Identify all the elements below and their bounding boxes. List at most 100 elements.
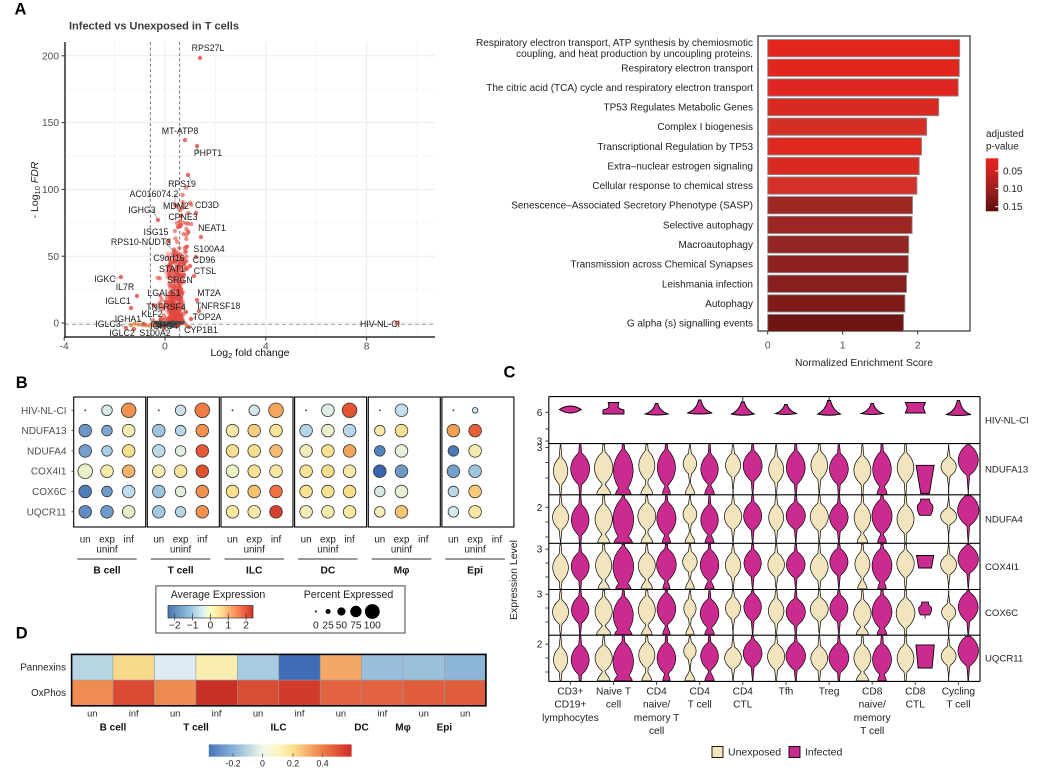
svg-text:B cell: B cell (93, 566, 120, 577)
svg-text:6: 6 (537, 408, 543, 419)
svg-text:A: A (15, 1, 27, 19)
svg-text:IGHA1: IGHA1 (115, 314, 142, 324)
svg-text:NDUFA4: NDUFA4 (985, 514, 1024, 525)
svg-text:CD4: CD4 (646, 687, 667, 698)
svg-text:CYP1B1: CYP1B1 (184, 325, 218, 335)
svg-text:Respiratory electron transport: Respiratory electron transport, ATP synt… (476, 38, 753, 49)
svg-text:HIV-NL-CI: HIV-NL-CI (360, 319, 400, 329)
svg-text:COX4I1: COX4I1 (31, 467, 67, 478)
svg-text:75: 75 (350, 621, 362, 632)
svg-text:T cell: T cell (860, 726, 884, 737)
svg-text:200: 200 (42, 51, 59, 62)
svg-text:8: 8 (364, 342, 370, 353)
svg-text:IGHG4: IGHG4 (150, 321, 177, 331)
svg-text:NDUFA13: NDUFA13 (985, 465, 1028, 476)
svg-text:1: 1 (225, 621, 231, 632)
svg-text:NDUFA4: NDUFA4 (27, 446, 67, 457)
svg-text:Tfh: Tfh (779, 687, 794, 698)
svg-text:−1: −1 (187, 621, 199, 632)
svg-text:IL7R: IL7R (116, 282, 135, 292)
svg-text:T cell: T cell (183, 723, 209, 734)
svg-text:CD8: CD8 (862, 687, 883, 698)
svg-text:un: un (374, 535, 385, 546)
svg-text:naive/: naive/ (643, 700, 670, 711)
svg-text:exp: exp (394, 535, 410, 546)
svg-text:NDUFA13: NDUFA13 (21, 426, 66, 437)
svg-text:2: 2 (243, 621, 249, 632)
svg-text:inf: inf (344, 535, 355, 546)
svg-text:Mφ: Mφ (395, 723, 410, 734)
svg-text:CPNE3: CPNE3 (168, 212, 197, 222)
svg-text:0: 0 (208, 621, 214, 632)
svg-text:uninf: uninf (317, 545, 339, 556)
svg-text:uninf: uninf (96, 545, 118, 556)
svg-text:HIV-NL-CI: HIV-NL-CI (985, 416, 1029, 427)
svg-text:0.10: 0.10 (1003, 184, 1023, 195)
svg-text:Cellular response to chemical: Cellular response to chemical stress (592, 181, 753, 192)
svg-text:CD8: CD8 (905, 687, 926, 698)
svg-text:IGLC2: IGLC2 (109, 328, 135, 338)
svg-text:uninf: uninf (464, 545, 486, 556)
svg-text:TNFRSF18: TNFRSF18 (196, 301, 241, 311)
svg-text:TOP2A: TOP2A (193, 312, 222, 322)
svg-text:IGLC1: IGLC1 (105, 296, 131, 306)
svg-text:un: un (227, 535, 238, 546)
svg-text:UQCR11: UQCR11 (27, 507, 67, 518)
svg-text:RPS10-NUDT3: RPS10-NUDT3 (111, 237, 171, 247)
svg-text:exp: exp (99, 535, 115, 546)
svg-text:Normalized Enrichment Score: Normalized Enrichment Score (795, 358, 933, 369)
svg-text:ILC: ILC (246, 566, 263, 577)
svg-text:MT-ATP8: MT-ATP8 (162, 126, 199, 136)
svg-text:RPS19: RPS19 (168, 179, 196, 189)
svg-text:Unexposed: Unexposed (728, 747, 781, 759)
svg-text:CD19+: CD19+ (554, 700, 586, 711)
svg-text:−2: −2 (169, 621, 181, 632)
svg-text:Cycling: Cycling (942, 687, 976, 698)
svg-text:0: 0 (765, 341, 771, 352)
svg-text:uninf: uninf (244, 545, 266, 556)
svg-text:Respiratory electron transport: Respiratory electron transport (621, 63, 753, 74)
svg-text:Expression Level: Expression Level (508, 540, 520, 620)
svg-text:Complex I biogenesis: Complex I biogenesis (657, 122, 753, 133)
svg-text:0: 0 (162, 342, 168, 353)
svg-text:un: un (448, 535, 459, 546)
svg-text:un: un (336, 709, 346, 719)
svg-text:2: 2 (915, 341, 921, 352)
svg-text:Epi: Epi (467, 566, 483, 577)
svg-text:0: 0 (53, 319, 59, 330)
svg-text:IGHG3: IGHG3 (128, 205, 155, 215)
svg-text:50: 50 (336, 621, 348, 632)
svg-text:3: 3 (537, 590, 543, 601)
svg-text:STAT1: STAT1 (159, 264, 185, 274)
svg-text:p-value: p-value (986, 142, 1019, 153)
svg-text:inf: inf (129, 709, 139, 719)
svg-text:-0.2: -0.2 (225, 759, 240, 768)
svg-text:D: D (16, 625, 28, 643)
svg-text:lymphocytes: lymphocytes (542, 713, 599, 724)
svg-text:uninf: uninf (391, 545, 413, 556)
svg-text:25: 25 (322, 621, 334, 632)
svg-text:TP53 Regulates Metabolic Genes: TP53 Regulates Metabolic Genes (603, 103, 753, 114)
svg-text:ISG15: ISG15 (144, 227, 169, 237)
svg-text:uninf: uninf (170, 545, 192, 556)
svg-text:PHPT1: PHPT1 (194, 148, 222, 158)
svg-text:DC: DC (321, 566, 336, 577)
svg-text:-4: -4 (60, 342, 69, 353)
svg-text:S100A2: S100A2 (139, 328, 170, 338)
svg-text:- Log10 FDR: - Log10 FDR (29, 161, 42, 218)
svg-text:cell: cell (649, 726, 664, 737)
svg-text:CTL: CTL (733, 700, 753, 711)
svg-text:adjusted: adjusted (986, 129, 1024, 140)
svg-text:un: un (301, 535, 312, 546)
svg-text:LGALS1: LGALS1 (147, 288, 180, 298)
svg-text:C9orf16: C9orf16 (153, 253, 184, 263)
svg-text:Macroautophagy: Macroautophagy (679, 240, 754, 251)
svg-text:inf: inf (124, 535, 135, 546)
svg-text:Infected vs Unexposed in T cel: Infected vs Unexposed in T cells (69, 21, 239, 33)
svg-text:C: C (504, 364, 516, 382)
svg-text:The citric acid (TCA) cycle an: The citric acid (TCA) cycle and respirat… (486, 83, 753, 94)
svg-text:T cell: T cell (946, 700, 970, 711)
svg-text:CTL: CTL (906, 700, 926, 711)
svg-text:Naive T: Naive T (596, 687, 631, 698)
svg-text:Senescence–Associated Secretor: Senescence–Associated Secretory Phenotyp… (511, 201, 753, 212)
